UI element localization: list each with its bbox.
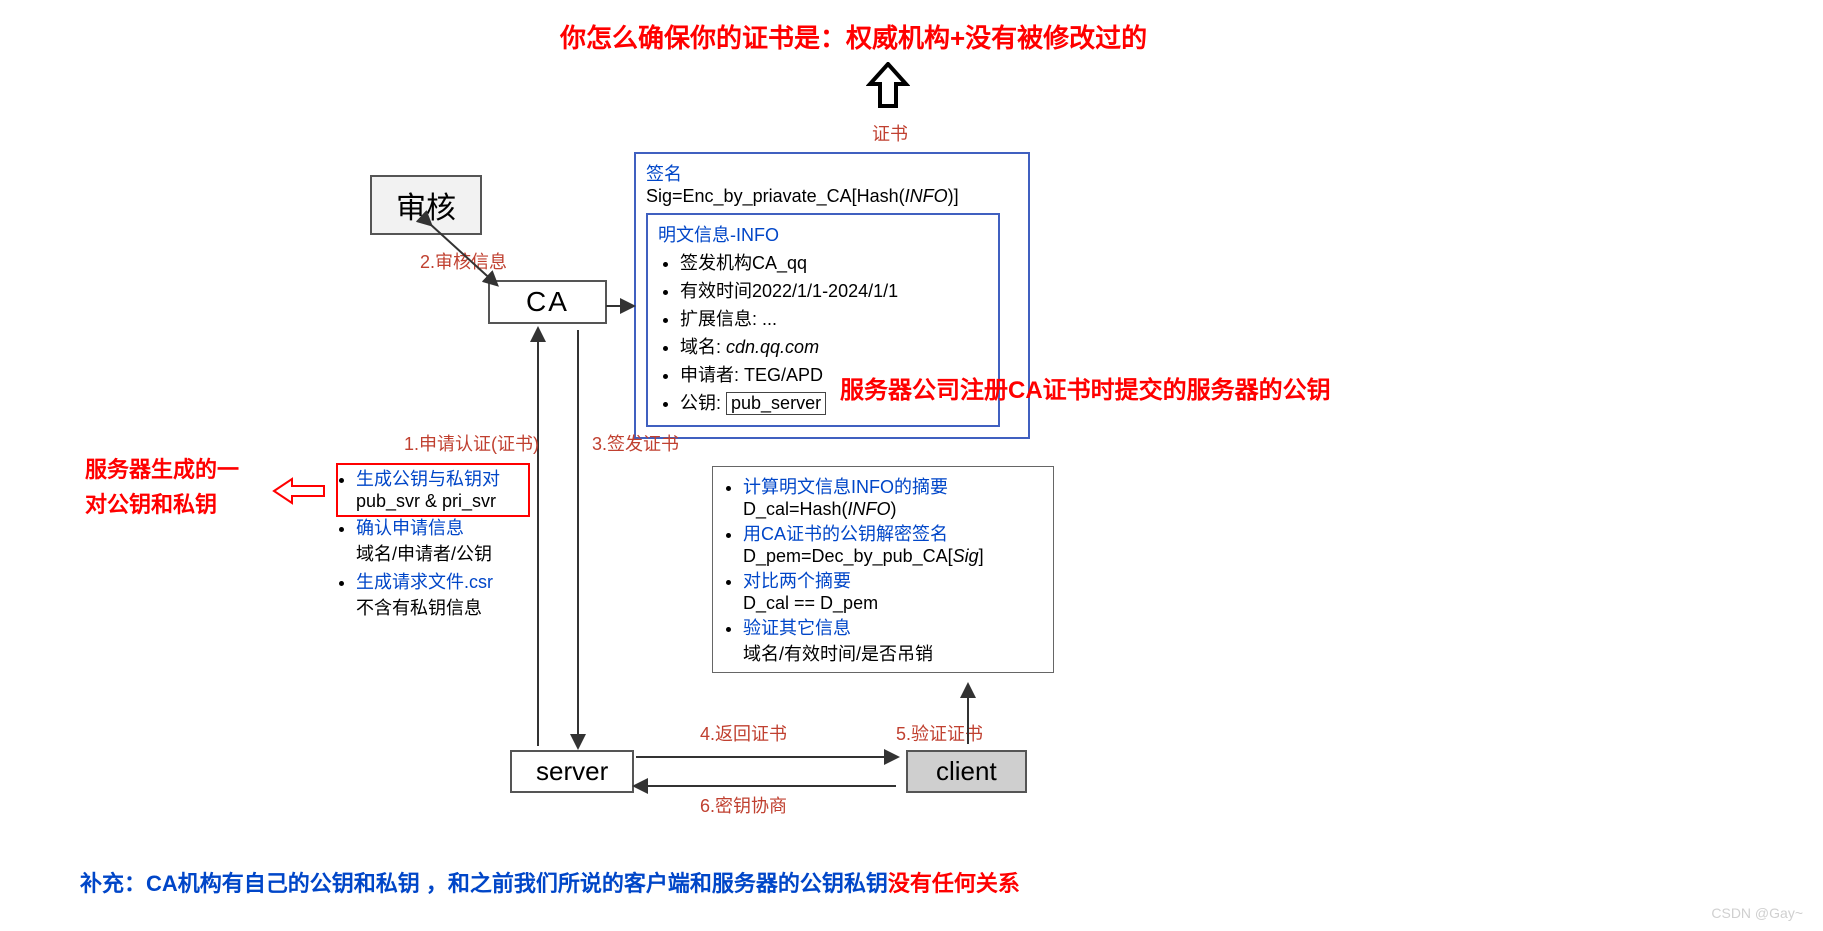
node-client: client bbox=[906, 750, 1027, 793]
pubkey-annotation: 服务器公司注册CA证书时提交的服务器的公钥 bbox=[840, 372, 1331, 410]
verify-hash-a: 计算明文信息INFO的摘要 bbox=[743, 477, 948, 497]
arrow-verify-client bbox=[958, 680, 978, 750]
verify-compare-a: 对比两个摘要 bbox=[743, 571, 851, 591]
keypair-highlight bbox=[336, 463, 530, 517]
sig-expr: Sig=Enc_by_priavate_CA[Hash(INFO)] bbox=[646, 186, 1018, 207]
verify-compare-b: D_cal == D_pem bbox=[743, 593, 878, 613]
sig-expr-post: )] bbox=[948, 186, 959, 206]
req-csr-a: 生成请求文件.csr bbox=[356, 572, 493, 592]
flow-1: 1.申请认证(证书) bbox=[404, 430, 539, 456]
left-annotation: 服务器生成的一 对公钥和私钥 bbox=[85, 452, 239, 522]
watermark: CSDN @Gay~ bbox=[1711, 905, 1803, 921]
verify-other-b: 域名/有效时间/是否吊销 bbox=[743, 644, 933, 664]
sig-expr-pre: Sig=Enc_by_priavate_CA[Hash( bbox=[646, 186, 905, 206]
req-confirm-a: 确认申请信息 bbox=[356, 518, 464, 538]
verify-decrypt-b: D_pem=Dec_by_pub_CA[Sig] bbox=[743, 546, 984, 566]
req-confirm-b: 域名/申请者/公钥 bbox=[356, 544, 492, 564]
verify-box: 计算明文信息INFO的摘要 D_cal=Hash(INFO) 用CA证书的公钥解… bbox=[712, 466, 1054, 673]
up-arrow-icon bbox=[866, 62, 910, 117]
info-title: 明文信息-INFO bbox=[658, 221, 988, 247]
verify-decrypt-a: 用CA证书的公钥解密签名 bbox=[743, 524, 948, 544]
left-annotation-1: 服务器生成的一 bbox=[85, 457, 239, 482]
left-annotation-2: 对公钥和私钥 bbox=[85, 492, 217, 517]
info-ext: 扩展信息: ... bbox=[680, 305, 988, 331]
footer-pre: 补充：CA机构有自己的公钥和私钥 ，和之前我们所说的客户端和服务器的公钥私钥 bbox=[80, 871, 888, 896]
info-validity: 有效时间2022/1/1-2024/1/1 bbox=[680, 277, 988, 303]
left-arrow-icon bbox=[268, 476, 328, 511]
footer-note: 补充：CA机构有自己的公钥和私钥 ，和之前我们所说的客户端和服务器的公钥私钥没有… bbox=[80, 866, 1020, 898]
info-pubkey-lbl: 公钥: bbox=[680, 393, 726, 413]
verify-other: 验证其它信息 域名/有效时间/是否吊销 bbox=[743, 614, 1043, 666]
verify-hash-b: D_cal=Hash(INFO) bbox=[743, 499, 897, 519]
flow-6: 6.密钥协商 bbox=[700, 792, 787, 818]
verify-decrypt: 用CA证书的公钥解密签名 D_pem=Dec_by_pub_CA[Sig] bbox=[743, 520, 1043, 567]
flow-3: 3.签发证书 bbox=[592, 430, 679, 456]
footer-red: 没有任何关系 bbox=[888, 871, 1020, 896]
info-domain-lbl: 域名: bbox=[680, 337, 726, 357]
node-server: server bbox=[510, 750, 634, 793]
sig-title: 签名 bbox=[646, 160, 1018, 186]
verify-compare: 对比两个摘要 D_cal == D_pem bbox=[743, 567, 1043, 614]
info-domain: 域名: cdn.qq.com bbox=[680, 333, 988, 359]
info-domain-val: cdn.qq.com bbox=[726, 337, 819, 357]
verify-other-a: 验证其它信息 bbox=[743, 618, 851, 638]
req-csr: 生成请求文件.csr 不含有私钥信息 bbox=[356, 568, 551, 620]
info-pubkey-val: pub_server bbox=[726, 392, 826, 415]
top-question: 你怎么确保你的证书是：权威机构+没有被修改过的 bbox=[560, 18, 1147, 55]
req-csr-b: 不含有私钥信息 bbox=[356, 598, 482, 618]
arrow-ca-cert bbox=[604, 296, 638, 316]
req-confirm: 确认申请信息 域名/申请者/公钥 bbox=[356, 514, 551, 566]
sig-expr-info: INFO bbox=[905, 186, 948, 206]
verify-hash: 计算明文信息INFO的摘要 D_cal=Hash(INFO) bbox=[743, 473, 1043, 520]
info-issuer: 签发机构CA_qq bbox=[680, 249, 988, 275]
arrow-audit-ca bbox=[400, 206, 520, 296]
cert-label: 证书 bbox=[872, 120, 908, 146]
